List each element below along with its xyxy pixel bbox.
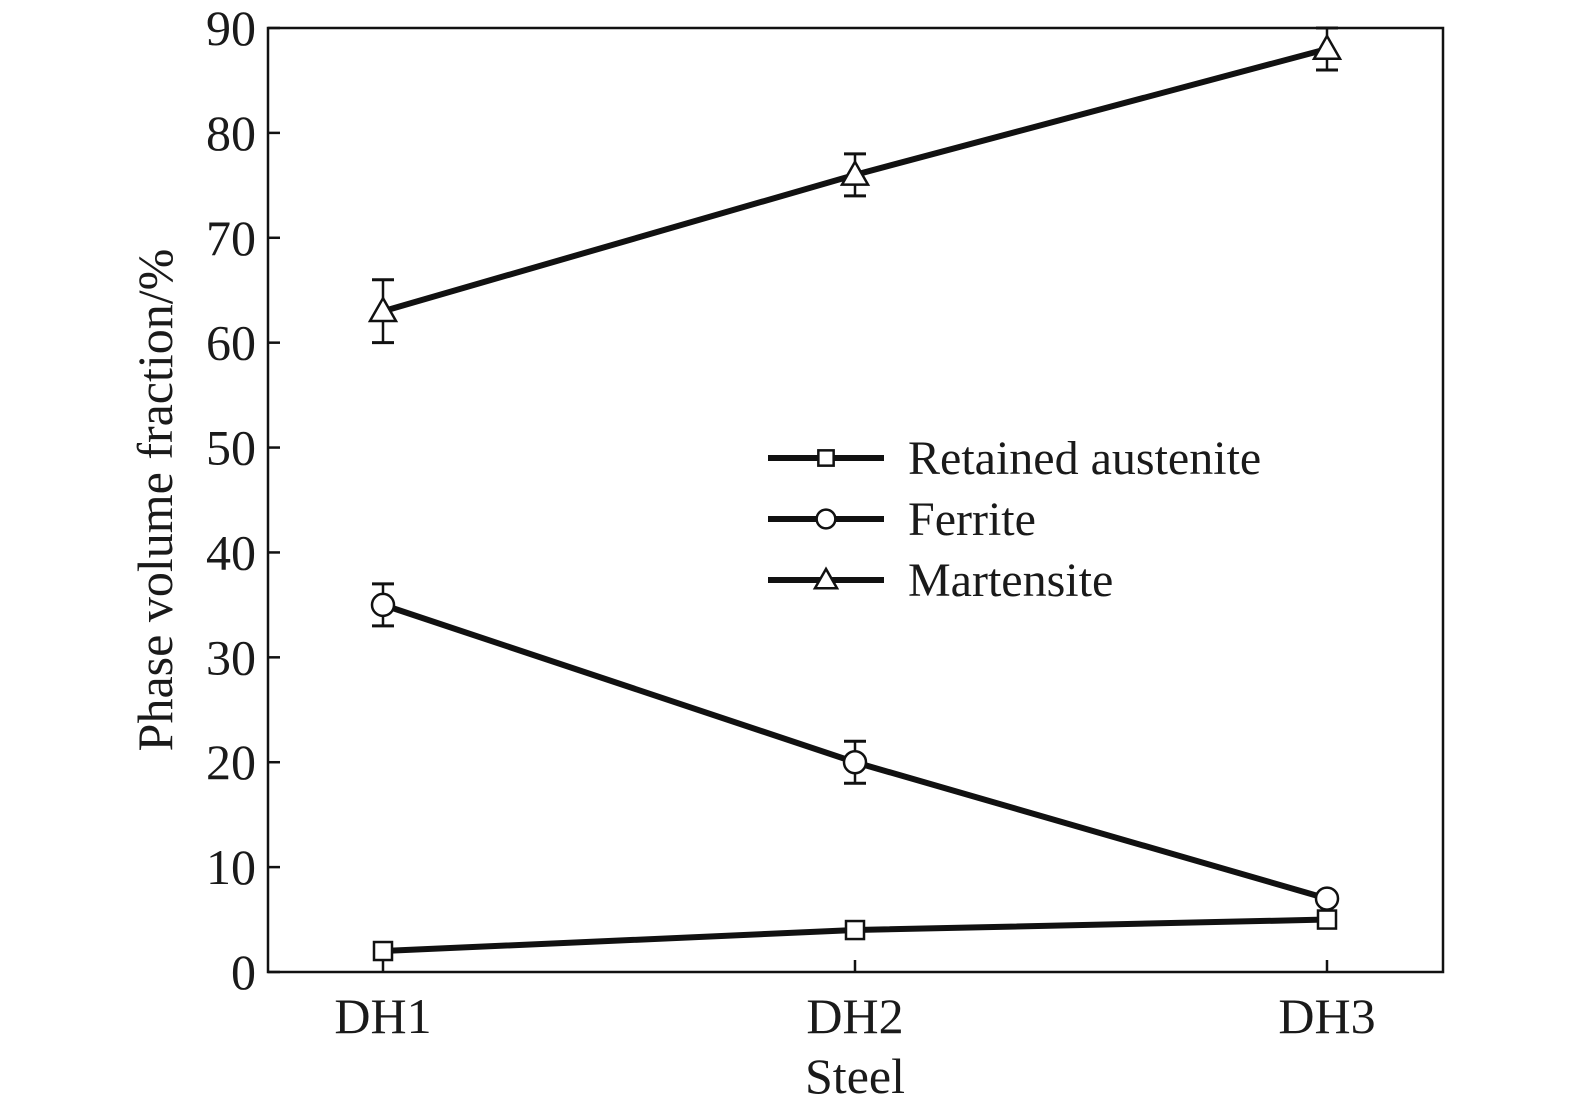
legend-label: Martensite	[908, 554, 1113, 607]
x-tick-label: DH2	[806, 988, 903, 1044]
legend-item: Ferrite	[768, 493, 1036, 546]
legend-label: Retained austenite	[908, 432, 1261, 485]
x-axis-label: Steel	[805, 1048, 905, 1104]
y-tick-label: 20	[206, 734, 256, 790]
legend-item: Retained austenite	[768, 432, 1261, 485]
y-tick-label: 80	[206, 105, 256, 161]
legend-marker	[815, 508, 837, 530]
data-point	[370, 592, 396, 618]
data-point	[1316, 909, 1338, 930]
y-axis-label: Phase volume fraction/%	[127, 249, 183, 752]
series-triangle	[367, 26, 1343, 345]
series-square	[372, 909, 1338, 962]
y-tick-label: 0	[231, 944, 256, 1000]
y-tick-label: 30	[206, 629, 256, 685]
legend-label: Ferrite	[908, 493, 1036, 546]
y-tick-label: 90	[206, 0, 256, 56]
y-tick-label: 50	[206, 420, 256, 476]
legend-item: Martensite	[768, 554, 1113, 607]
x-tick-label: DH3	[1278, 988, 1375, 1044]
y-tick-label: 10	[206, 839, 256, 895]
y-tick-label: 60	[206, 315, 256, 371]
data-point	[842, 749, 868, 775]
legend-marker	[817, 449, 835, 467]
data-point	[367, 295, 399, 323]
data-point	[839, 159, 871, 186]
y-tick-label: 40	[206, 524, 256, 580]
series-circle	[370, 582, 1340, 911]
data-point	[372, 940, 394, 962]
y-tick-label: 70	[206, 210, 256, 266]
data-point	[844, 919, 866, 941]
data-point	[1311, 33, 1343, 60]
legend-marker	[812, 566, 840, 590]
data-point	[1314, 886, 1340, 911]
x-tick-label: DH1	[334, 988, 431, 1044]
